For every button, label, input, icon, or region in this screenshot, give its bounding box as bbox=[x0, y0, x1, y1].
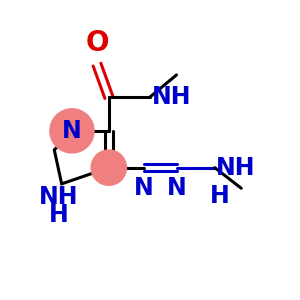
Text: NH: NH bbox=[216, 156, 256, 180]
Text: N: N bbox=[134, 176, 154, 200]
Text: N: N bbox=[62, 119, 82, 143]
Text: N: N bbox=[167, 176, 186, 200]
Text: H: H bbox=[210, 184, 230, 208]
Circle shape bbox=[50, 109, 94, 153]
Circle shape bbox=[91, 150, 126, 185]
Text: O: O bbox=[85, 29, 109, 57]
Text: NH: NH bbox=[152, 85, 191, 109]
Text: H: H bbox=[49, 203, 69, 227]
Text: NH: NH bbox=[39, 185, 79, 209]
